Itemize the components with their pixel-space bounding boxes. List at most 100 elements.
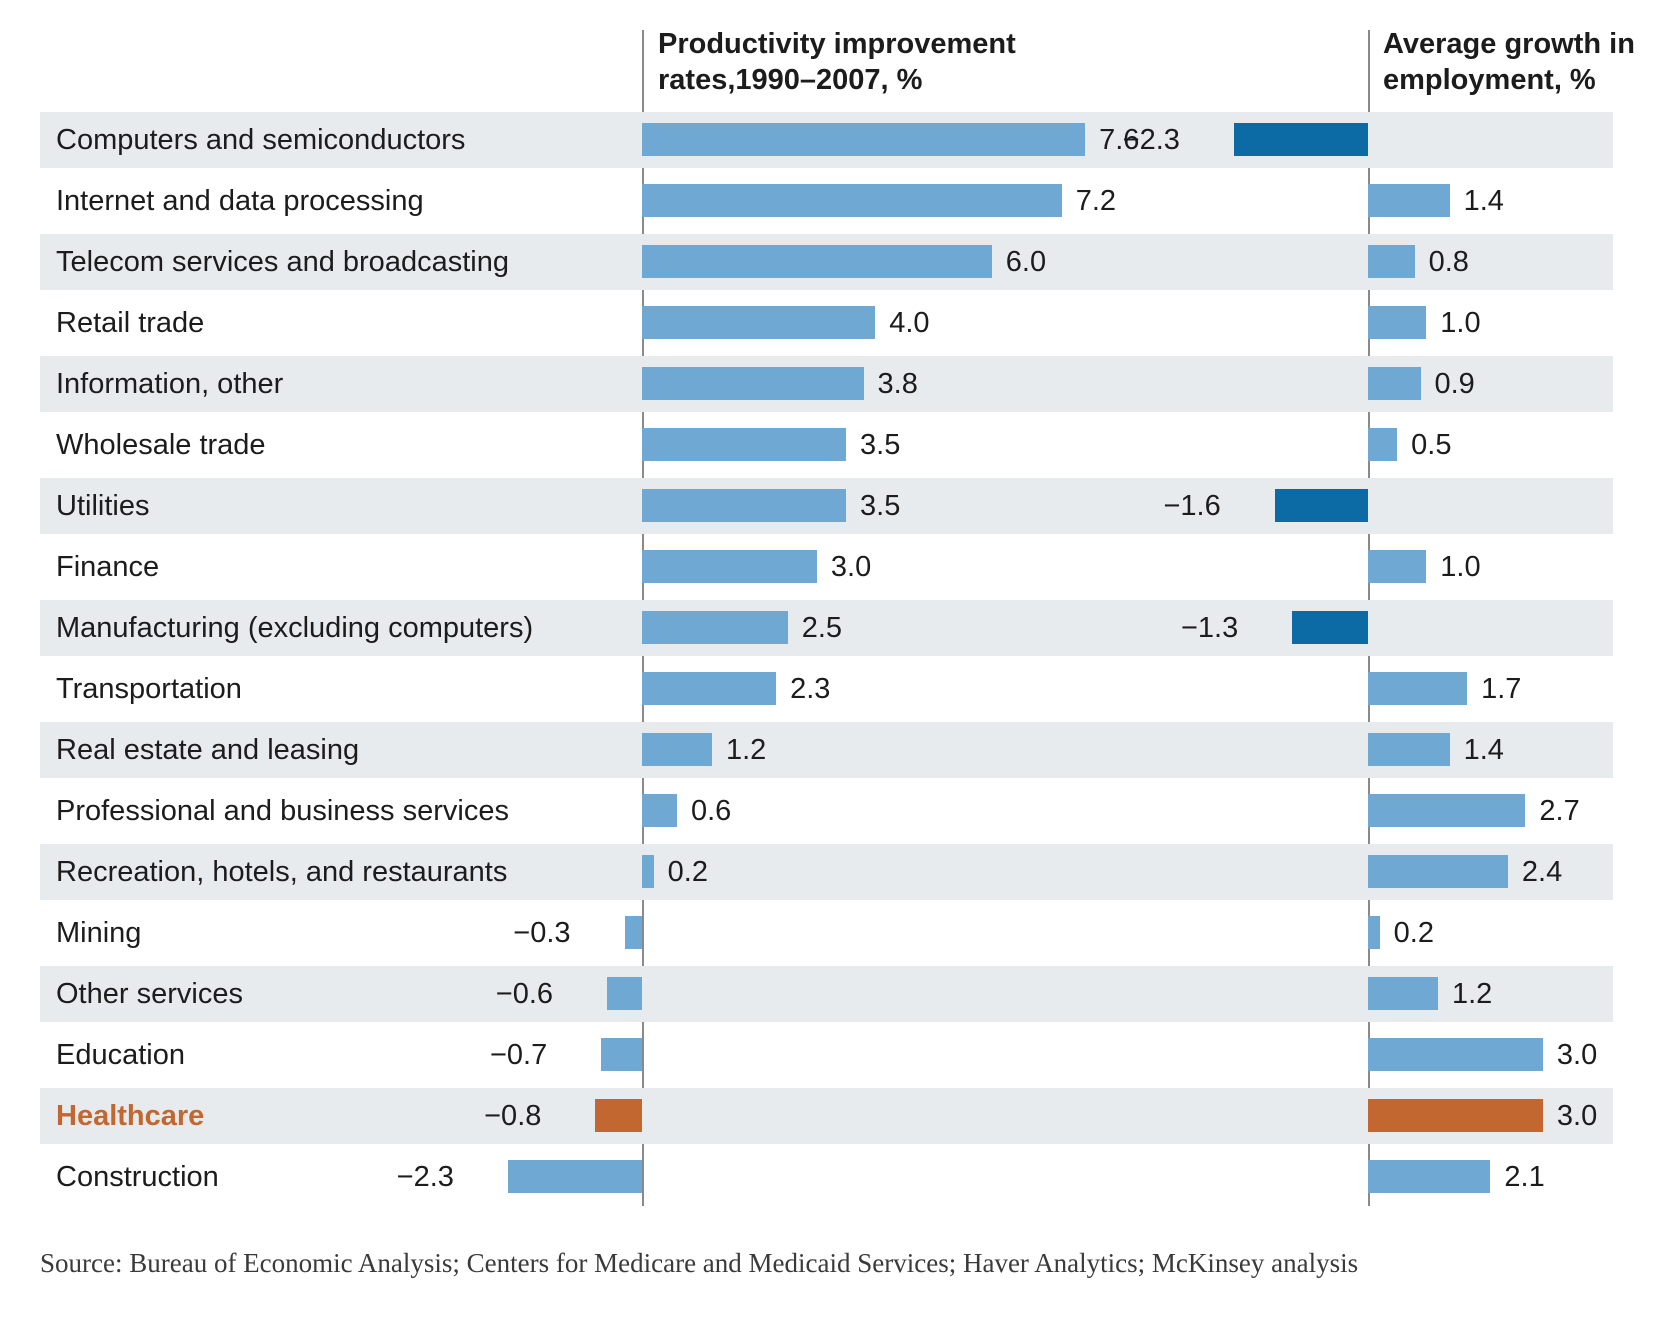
employment-bar [1368, 794, 1526, 827]
productivity-bar [642, 855, 654, 888]
productivity-bar [642, 123, 1086, 156]
row-construction: Construction −2.3 2.1 [40, 1149, 1613, 1205]
productivity-value: −0.8 [484, 1100, 542, 1132]
productivity-value: 6.0 [1005, 246, 1047, 278]
employment-value: 2.4 [1521, 856, 1563, 888]
productivity-bar [624, 916, 642, 949]
productivity-value: 3.5 [860, 429, 901, 461]
employment-value: −1.6 [1163, 490, 1221, 522]
employment-bar [1368, 428, 1398, 461]
category-label: Real estate and leasing [56, 734, 360, 766]
productivity-bar [642, 733, 712, 766]
category-label: Finance [56, 551, 160, 583]
row-real-estate-and-leasing: Real estate and leasing 1.2 1.4 [40, 722, 1613, 778]
category-label: Construction [56, 1161, 219, 1193]
productivity-value: −0.7 [489, 1039, 548, 1071]
employment-value: 0.2 [1393, 917, 1434, 949]
employment-value: −2.3 [1122, 124, 1180, 156]
productivity-bar [607, 977, 643, 1010]
employment-value: 2.7 [1539, 795, 1580, 827]
employment-bar [1368, 245, 1415, 278]
employment-value: 0.8 [1428, 246, 1469, 278]
row-telecom-services-and-broadcasting: Telecom services and broadcasting 6.0 0.8 [40, 234, 1613, 290]
productivity-bar [642, 550, 817, 583]
productivity-value: 0.2 [667, 856, 708, 888]
productivity-bar [642, 306, 876, 339]
employment-value: 2.1 [1504, 1161, 1545, 1193]
category-label: Transportation [56, 673, 242, 705]
productivity-value: 3.0 [830, 551, 872, 583]
productivity-value: 0.6 [690, 795, 732, 827]
productivity-bar [642, 428, 846, 461]
productivity-value: 3.5 [860, 490, 901, 522]
row-finance: Finance 3.0 1.0 [40, 539, 1613, 595]
productivity-bar [642, 611, 788, 644]
category-label: Professional and business services [56, 795, 509, 827]
category-label: Other services [56, 978, 243, 1010]
category-label: Healthcare [56, 1100, 205, 1132]
productivity-value: −0.3 [513, 917, 571, 949]
category-label: Manufacturing (excluding computers) [56, 612, 534, 644]
productivity-value: 7.2 [1075, 185, 1117, 217]
employment-bar [1368, 916, 1380, 949]
productivity-bar [642, 489, 846, 522]
row-internet-and-data-processing: Internet and data processing 7.2 1.4 [40, 173, 1613, 229]
employment-bar [1368, 1038, 1543, 1071]
productivity-bar [601, 1038, 642, 1071]
employment-value: 0.5 [1411, 429, 1452, 461]
row-manufacturing-excluding-computers: Manufacturing (excluding computers) 2.5 −1… [40, 600, 1613, 656]
employment-bar [1233, 123, 1368, 156]
productivity-value: 7.6 [1099, 124, 1140, 156]
row-other-services: Other services −0.6 1.2 [40, 966, 1613, 1022]
productivity-bar [642, 367, 864, 400]
employment-bar [1368, 184, 1450, 217]
employment-bar [1292, 611, 1368, 644]
productivity-bar [642, 672, 777, 705]
employment-value: 1.4 [1463, 185, 1504, 217]
employment-bar [1368, 977, 1438, 1010]
category-label: Computers and semiconductors [56, 124, 466, 156]
productivity-value: 2.5 [801, 612, 843, 644]
employment-bar [1368, 1160, 1491, 1193]
employment-value: 3.0 [1556, 1039, 1598, 1071]
productivity-value: 1.2 [725, 734, 767, 766]
row-retail-trade: Retail trade 4.0 1.0 [40, 295, 1613, 351]
employment-bar [1368, 672, 1468, 705]
row-education: Education −0.7 3.0 [40, 1027, 1613, 1083]
productivity-bar [642, 794, 677, 827]
productivity-bar [642, 184, 1062, 217]
employment-bar [1368, 550, 1427, 583]
employment-bar [1368, 367, 1421, 400]
row-professional-and-business-services: Professional and business services 0.6 2.7 [40, 783, 1613, 839]
category-label: Utilities [56, 490, 150, 522]
employment-value: 1.2 [1451, 978, 1493, 1010]
row-wholesale-trade: Wholesale trade 3.5 0.5 [40, 417, 1613, 473]
productivity-value: 2.3 [790, 673, 831, 705]
employment-bar [1368, 306, 1427, 339]
category-label: Wholesale trade [56, 429, 266, 461]
row-utilities: Utilities 3.5 −1.6 [40, 478, 1613, 534]
productivity-bar [642, 245, 992, 278]
employment-bar [1274, 489, 1369, 522]
employment-panel-title: Average growth in employment, % [1383, 28, 1635, 96]
category-label: Mining [56, 917, 142, 949]
employment-bar [1368, 733, 1450, 766]
productivity-bar [507, 1160, 642, 1193]
employment-value: −1.3 [1180, 612, 1239, 644]
productivity-bar [595, 1099, 642, 1132]
source-note: Source: Bureau of Economic Analysis; Cen… [40, 1248, 1359, 1278]
category-label: Education [56, 1039, 185, 1071]
row-transportation: Transportation 2.3 1.7 [40, 661, 1613, 717]
productivity-value: −2.3 [396, 1161, 454, 1193]
productivity-value: 3.8 [877, 368, 918, 400]
employment-value: 1.4 [1463, 734, 1504, 766]
category-label: Information, other [56, 368, 284, 400]
employment-value: 1.0 [1440, 307, 1481, 339]
row-information-other: Information, other 3.8 0.9 [40, 356, 1613, 412]
row-mining: Mining −0.3 0.2 [40, 905, 1613, 961]
employment-value: 3.0 [1556, 1100, 1598, 1132]
category-label: Telecom services and broadcasting [56, 246, 509, 278]
category-label: Recreation, hotels, and restaurants [56, 856, 508, 888]
employment-value: 1.0 [1440, 551, 1481, 583]
row-healthcare: Healthcare −0.8 3.0 [40, 1088, 1613, 1144]
